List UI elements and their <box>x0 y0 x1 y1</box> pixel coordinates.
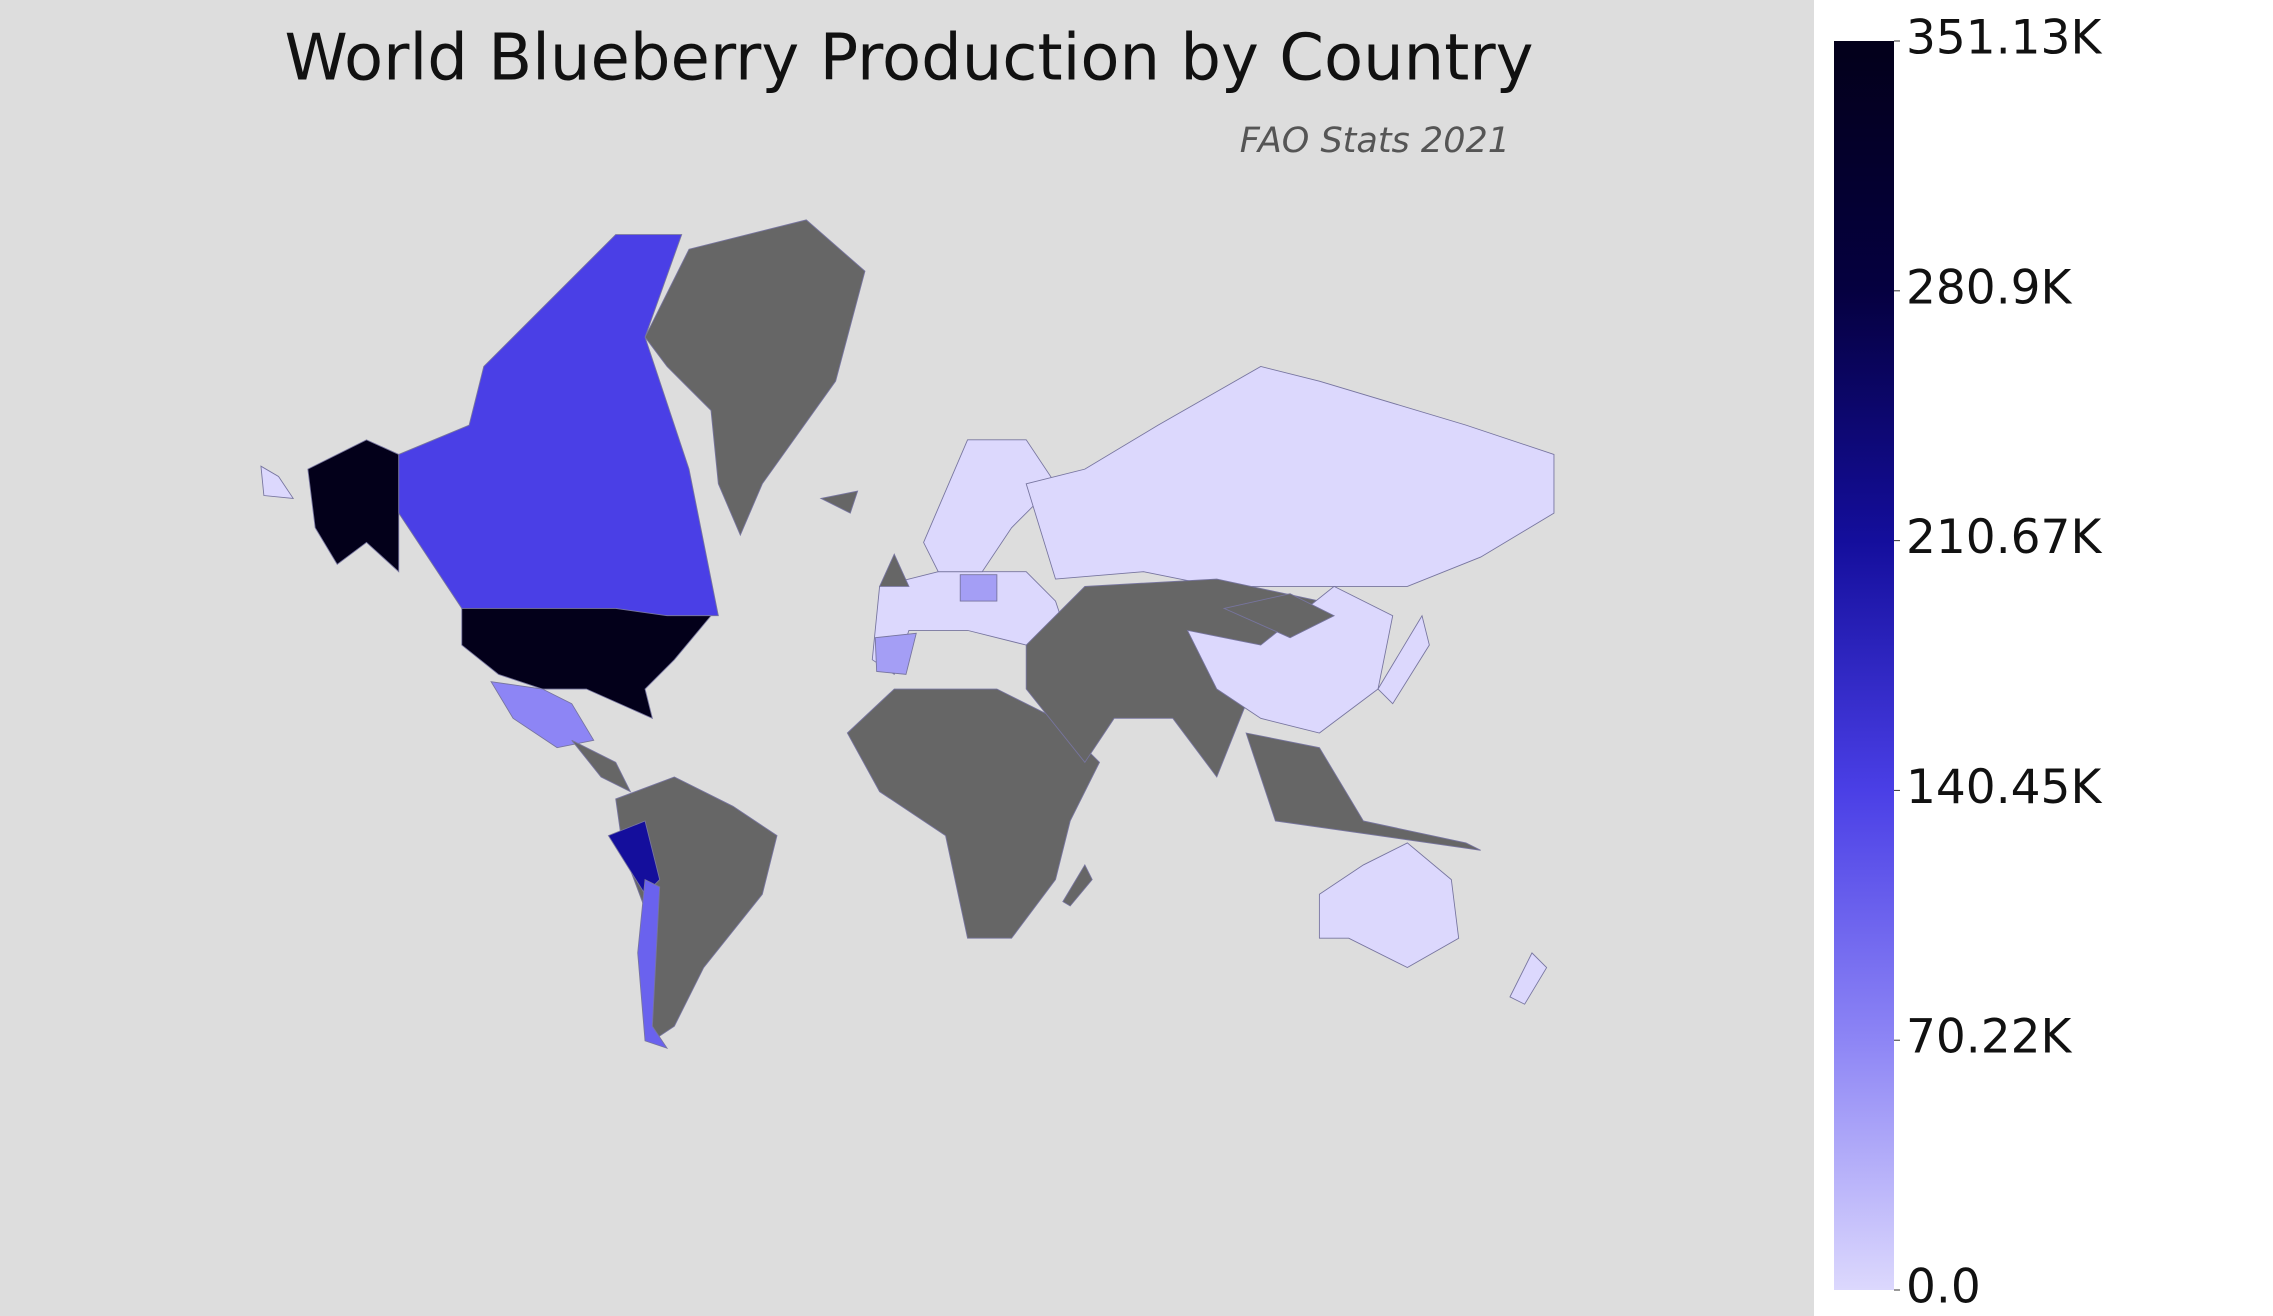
country <box>1222 593 1336 639</box>
country <box>461 607 712 720</box>
country <box>874 632 917 675</box>
country <box>1025 366 1555 587</box>
country <box>607 820 661 895</box>
colorbar-tick-label: 351.13K <box>1906 11 2102 66</box>
country <box>571 739 632 793</box>
colorbar <box>1834 41 1894 1290</box>
country <box>260 465 295 499</box>
country <box>1509 952 1548 1005</box>
colorbar-tick-label: 70.22K <box>1906 1010 2073 1065</box>
country <box>615 776 778 1042</box>
colorbar-tick-label: 280.9K <box>1906 260 2073 315</box>
country <box>819 490 859 514</box>
country <box>1318 842 1460 969</box>
country <box>637 878 669 1050</box>
colorbar-tick-label: 0.0 <box>1906 1260 1981 1315</box>
country <box>846 688 1101 939</box>
country <box>490 681 595 749</box>
world-map <box>260 219 1555 1050</box>
colorbar-tick-label: 140.45K <box>1906 760 2102 815</box>
country <box>959 574 998 602</box>
colorbar-tick-label: 210.67K <box>1906 510 2102 565</box>
country <box>1245 732 1481 851</box>
country <box>1062 864 1093 907</box>
chart-title: World Blueberry Production by Country <box>284 22 1533 96</box>
country <box>307 439 400 573</box>
country <box>878 553 910 587</box>
country <box>644 219 866 537</box>
chart-subtitle: FAO Stats 2021 <box>1240 121 1510 161</box>
country <box>1377 614 1430 705</box>
